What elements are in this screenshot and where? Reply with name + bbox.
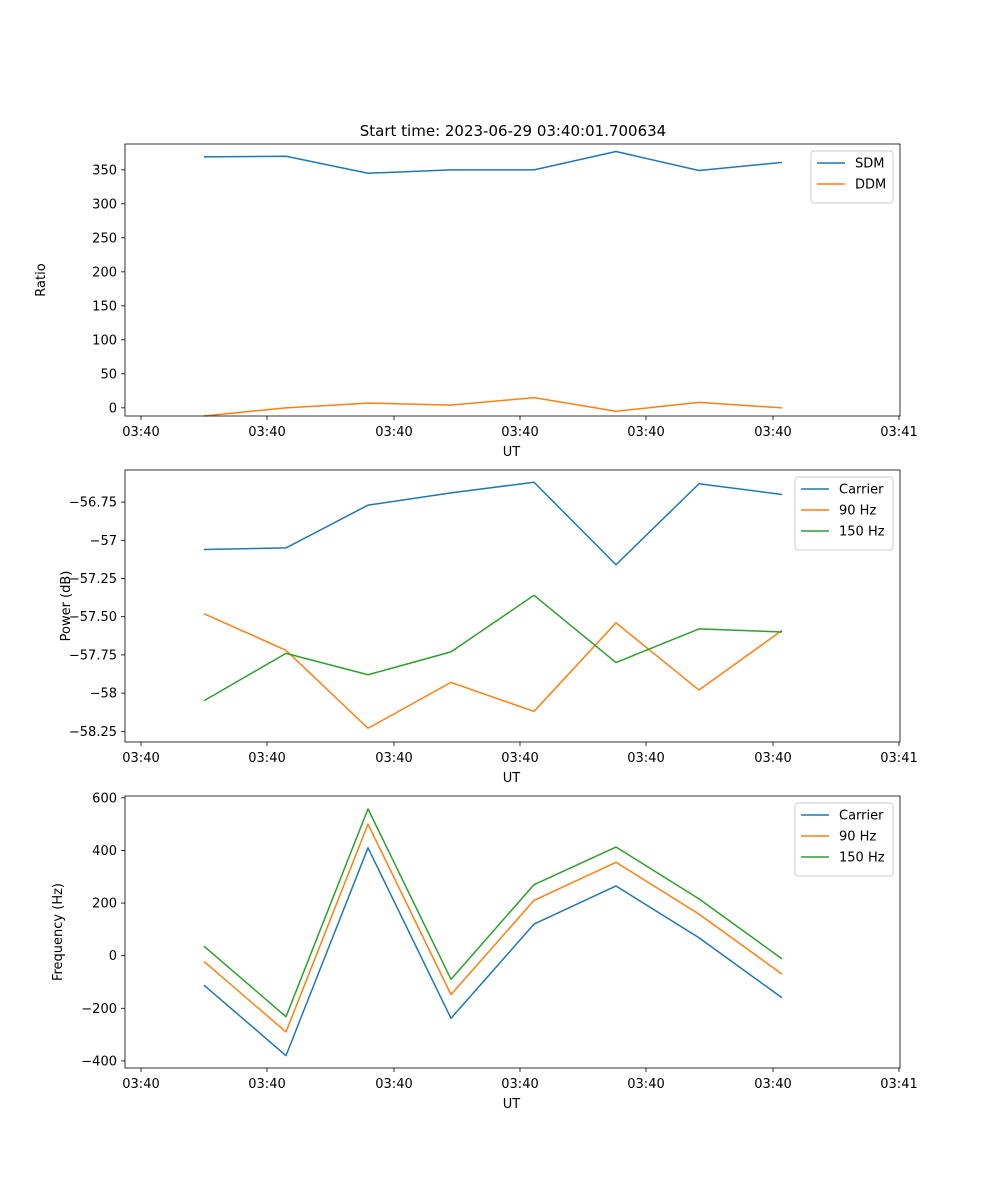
x-tick-label: 03:40 [627, 425, 664, 440]
series-line-90-hz [203, 612, 783, 729]
x-tick-label: 03:40 [501, 425, 538, 440]
plot-frame [124, 469, 901, 743]
y-tick-label: 0 [109, 401, 117, 416]
legend-box [810, 150, 894, 204]
chart-title: Start time: 2023-06-29 03:40:01.700634 [360, 122, 666, 140]
y-tick-label: −200 [81, 1002, 117, 1017]
chart-panel-1: 03:40 03:40 03:40 03:40 03:40 03:40 03:41 0 50 10… [34, 143, 918, 460]
series-line-ddm [203, 396, 783, 417]
y-tick-label: 150 [92, 299, 117, 314]
x-tick-label: 03:40 [627, 1077, 664, 1092]
x-tick-label: 03:40 [754, 751, 791, 766]
y-tick-label: 600 [92, 791, 117, 806]
legend-label: 90 Hz [839, 504, 876, 519]
chart-panel-2: 03:40 03:40 03:40 03:40 03:40 03:40 03:41 −58.2… [59, 469, 918, 786]
y-tick-label: 250 [92, 231, 117, 246]
x-tick-label: 03:41 [880, 425, 917, 440]
series-line-carrier [203, 481, 783, 566]
y-tick-label: −58 [90, 687, 117, 702]
series-line-90-hz [203, 823, 783, 1033]
x-tick-label: 03:40 [248, 1077, 285, 1092]
legend: SDM DDM [810, 150, 894, 204]
plot-frame [124, 795, 901, 1069]
y-axis-label: Frequency (Hz) [51, 883, 66, 981]
legend-label: Carrier [839, 809, 884, 824]
legend-label: SDM [855, 157, 884, 172]
x-tick-label: 03:40 [501, 751, 538, 766]
x-tick-label: 03:40 [122, 425, 159, 440]
x-tick-label: 03:40 [248, 425, 285, 440]
x-tick-label: 03:40 [122, 1077, 159, 1092]
legend-label: 150 Hz [839, 851, 885, 866]
x-tick-label: 03:40 [248, 751, 285, 766]
x-axis-label: UT [503, 771, 521, 786]
x-axis-label: UT [503, 1097, 521, 1112]
x-tick-label: 03:41 [880, 1077, 917, 1092]
x-tick-label: 03:41 [880, 751, 917, 766]
series-line-150-hz [203, 808, 783, 1018]
x-tick-label: 03:40 [375, 751, 412, 766]
y-tick-label: −57.75 [69, 648, 117, 663]
legend-label: Carrier [839, 483, 884, 498]
y-tick-label: 200 [92, 897, 117, 912]
x-tick-label: 03:40 [627, 751, 664, 766]
y-axis-label: Power (dB) [59, 571, 74, 642]
series-line-sdm [203, 150, 783, 174]
y-tick-label: 300 [92, 197, 117, 212]
series-line-carrier [203, 847, 783, 1057]
plot-frame [124, 143, 901, 417]
y-tick-label: −57.25 [69, 572, 117, 587]
y-axis-label: Ratio [34, 263, 49, 296]
series-line-150-hz [203, 594, 783, 702]
legend-label: DDM [855, 178, 886, 193]
x-tick-label: 03:40 [375, 1077, 412, 1092]
y-tick-label: −57.50 [69, 610, 117, 625]
y-tick-label: 400 [92, 844, 117, 859]
legend-label: 150 Hz [839, 525, 885, 540]
y-tick-label: 350 [92, 163, 117, 178]
x-tick-label: 03:40 [122, 751, 159, 766]
y-tick-label: −58.25 [69, 725, 117, 740]
y-tick-label: −400 [81, 1054, 117, 1069]
y-tick-label: 200 [92, 265, 117, 280]
x-tick-label: 03:40 [375, 425, 412, 440]
x-axis-label: UT [503, 445, 521, 460]
y-tick-label: 100 [92, 333, 117, 348]
y-tick-label: −56.75 [69, 496, 117, 511]
legend: Carrier 90 Hz 150 Hz [794, 802, 894, 877]
y-tick-label: 50 [100, 367, 117, 382]
chart-panel-3: 03:40 03:40 03:40 03:40 03:40 03:40 03:41 −400 −… [51, 791, 918, 1112]
legend: Carrier 90 Hz 150 Hz [794, 476, 894, 551]
legend-label: 90 Hz [839, 830, 876, 845]
y-tick-label: 0 [109, 949, 117, 964]
x-tick-label: 03:40 [501, 1077, 538, 1092]
x-tick-label: 03:40 [754, 425, 791, 440]
y-tick-label: −57 [90, 534, 117, 549]
x-tick-label: 03:40 [754, 1077, 791, 1092]
